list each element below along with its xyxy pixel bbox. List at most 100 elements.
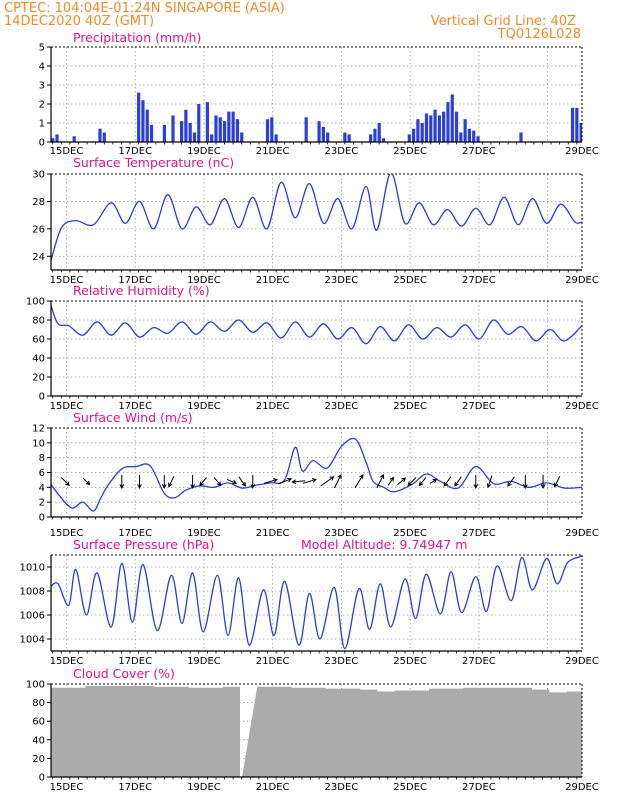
precip-bar (141, 100, 145, 142)
wind-xtick-label: 15DEC (50, 528, 84, 539)
wind-arrow (302, 478, 317, 484)
pressure-xtick-label: 19DEC (187, 656, 221, 667)
cloud-xtick-label: 19DEC (187, 782, 221, 793)
wind-arrow (161, 474, 167, 489)
humidity-xtick-label: 19DEC (187, 401, 221, 412)
precip-bar (188, 123, 192, 142)
wind-arrow (397, 477, 407, 486)
precip-bar (270, 117, 274, 142)
wind-arrow (507, 476, 515, 487)
cloud-ytick-label: 20 (32, 754, 45, 765)
pressure-ytick-label: 1010 (20, 563, 45, 574)
precip-bar (459, 132, 463, 142)
pressure-ytick-label: 1008 (20, 587, 45, 598)
precip-bar (231, 111, 235, 142)
precip-bar (55, 134, 59, 142)
precip-bar (218, 117, 222, 142)
pressure-xtick-label: 15DEC (50, 656, 84, 667)
wind-arrow (82, 477, 91, 486)
precip-bar (51, 138, 55, 142)
wind-arrow (429, 478, 438, 484)
precip-bar (416, 119, 420, 142)
wind-arrow (137, 474, 142, 489)
temp-xtick-label: 27DEC (462, 275, 496, 286)
wind-ytick-label: 0 (39, 513, 45, 524)
cloud-xtick-label: 27DEC (462, 782, 496, 793)
precip-xtick-label: 15DEC (50, 146, 84, 157)
wind-arrow (443, 476, 452, 487)
temp-xtick-label: 25DEC (393, 275, 427, 286)
wind-arrow (320, 476, 335, 487)
pressure-xtick-label: 29DEC (565, 656, 599, 667)
wind-arrow (523, 474, 528, 489)
precip-bar (377, 123, 381, 142)
precip-bar (579, 123, 582, 142)
precip-xtick-label: 27DEC (462, 146, 496, 157)
humidity-ytick-label: 0 (39, 392, 45, 403)
wind-xtick-label: 21DEC (256, 528, 290, 539)
wind-arrow (407, 477, 417, 487)
cloud-title: Cloud Cover (%) (73, 666, 175, 681)
precip-bar (369, 134, 373, 142)
panel-wind: Surface Wind (m/s) 0 2 4 6 8 10 12 15DEC 17DEC 19D… (32, 410, 599, 539)
precip-bar (171, 115, 175, 142)
cloud-area (51, 685, 582, 777)
location-header: CPTEC: 104:04E-01:24N SINGAPORE (ASIA) (4, 1, 285, 16)
grid-line-note: Vertical Grid Line: 40Z (431, 14, 576, 29)
precip-bar (227, 111, 231, 142)
precip-xtick-label: 19DEC (187, 146, 221, 157)
wind-arrow (168, 475, 175, 488)
temp-xtick-label: 15DEC (50, 275, 84, 286)
temp-ytick-label: 30 (32, 170, 45, 181)
precip-bar (420, 123, 424, 142)
header: CPTEC: 104:04E-01:24N SINGAPORE (ASIA) 1… (4, 1, 581, 42)
temp-line (51, 174, 582, 261)
wind-arrow (291, 479, 306, 485)
model-code: TQ0126L028 (497, 27, 581, 42)
cloud-xtick-label: 23DEC (325, 782, 359, 793)
wind-ytick-label: 8 (39, 453, 45, 464)
precip-bar (304, 117, 308, 142)
cloud-ytick-label: 0 (39, 773, 45, 784)
temp-xtick-label: 23DEC (325, 275, 359, 286)
cloud-xtick-label: 17DEC (118, 782, 152, 793)
temp-ytick-label: 28 (32, 197, 45, 208)
humidity-ytick-label: 40 (32, 354, 45, 365)
wind-xtick-label: 23DEC (325, 528, 359, 539)
precip-bar (137, 92, 141, 142)
wind-xtick-label: 29DEC (565, 528, 599, 539)
precip-bar (184, 109, 188, 142)
precip-bar (424, 113, 429, 142)
humidity-ytick-label: 20 (32, 373, 45, 384)
pressure-xtick-label: 27DEC (462, 656, 496, 667)
cloud-series (51, 685, 582, 777)
precip-ytick-label: 4 (39, 62, 45, 73)
precip-bar (381, 138, 386, 142)
temp-ytick-label: 24 (32, 252, 45, 263)
wind-ytick-label: 6 (39, 468, 45, 479)
wind-arrow (334, 473, 342, 489)
precip-bar (317, 121, 321, 142)
pressure-annotation: Model Altitude: 9.74947 m (301, 537, 467, 552)
humidity-ytick-label: 100 (26, 297, 45, 308)
precip-bar (102, 132, 106, 142)
pressure-ytick-label: 1006 (20, 611, 45, 622)
panel-pressure: Surface Pressure (hPa) Model Altitude: 9.… (20, 537, 599, 667)
humidity-xtick-label: 29DEC (565, 401, 599, 412)
wind-title: Surface Wind (m/s) (73, 410, 193, 425)
wind-ytick-label: 10 (32, 438, 45, 449)
precip-bar (274, 134, 278, 142)
precip-bar (407, 134, 411, 142)
pressure-xtick-label: 23DEC (325, 656, 359, 667)
wind-ytick-label: 2 (39, 498, 45, 509)
precip-bar (145, 109, 149, 142)
precip-ytick-label: 3 (39, 81, 45, 92)
wind-arrow (190, 474, 195, 489)
humidity-xtick-label: 23DEC (325, 401, 359, 412)
precip-bar (162, 124, 167, 142)
humidity-xtick-label: 21DEC (256, 401, 290, 412)
precip-bar (235, 119, 240, 142)
wind-series (51, 437, 582, 512)
